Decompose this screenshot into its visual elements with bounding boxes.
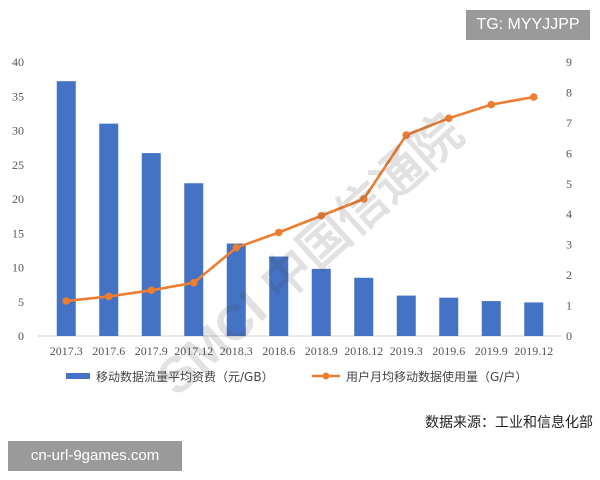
bar: [354, 277, 374, 336]
left-tick-label: 35: [12, 89, 24, 103]
line-point: [487, 100, 496, 109]
legend: 移动数据流量平均资费（元/GB） 用户月均移动数据使用量（G/户）: [66, 369, 527, 384]
left-tick-label: 0: [18, 329, 24, 343]
right-tick-label: 6: [566, 146, 572, 160]
x-tick-label: 2017.12: [174, 344, 213, 358]
left-tick-label: 10: [12, 261, 24, 275]
right-tick-label: 1: [566, 299, 572, 313]
x-tick-label: 2019.6: [432, 344, 465, 358]
right-tick-label: 3: [566, 238, 572, 252]
bar: [56, 81, 76, 337]
right-tick-label: 2: [566, 268, 572, 282]
line-point: [189, 278, 198, 287]
x-tick-label: 2019.3: [390, 344, 423, 358]
line-point: [402, 131, 411, 139]
left-tick-label: 25: [12, 158, 24, 172]
right-tick-label: 8: [566, 85, 572, 99]
channel-badge: TG: MYYJJPP: [466, 10, 590, 40]
line-point: [274, 228, 283, 237]
left-tick-label: 40: [12, 55, 24, 69]
line-point: [62, 297, 71, 305]
line-point: [104, 292, 113, 301]
line-point: [317, 211, 326, 220]
x-tick-label: 2018.6: [262, 344, 295, 358]
url-badge: cn-url-9games.com: [8, 441, 182, 471]
line-point: [232, 243, 241, 252]
legend-line-label: 用户月均移动数据使用量（G/户）: [346, 369, 527, 384]
bar: [141, 153, 161, 336]
bar: [481, 301, 501, 336]
x-tick-label: 2019.9: [475, 344, 508, 358]
left-tick-label: 20: [12, 192, 24, 206]
bar: [226, 243, 246, 336]
x-axis-ticks: 2017.3 2017.6 2017.9 2017.12 2018.3 2018.6 201…: [50, 344, 554, 358]
line-point: [359, 195, 368, 203]
x-tick-label: 2017.6: [92, 344, 125, 358]
right-tick-label: 0: [566, 329, 572, 343]
line-point: [147, 286, 156, 295]
bar: [184, 183, 204, 336]
bar: [99, 123, 119, 337]
x-tick-label: 2017.9: [135, 344, 168, 358]
left-tick-label: 30: [12, 124, 24, 138]
left-axis-ticks: 0 5 10 15 20 25 30 35 40: [12, 55, 24, 343]
line-series: [62, 93, 538, 305]
bar: [396, 295, 416, 336]
bar: [524, 302, 544, 336]
x-tick-label: 2018.12: [344, 344, 383, 358]
right-tick-label: 7: [566, 116, 572, 130]
right-tick-label: 4: [566, 207, 572, 221]
legend-bar-swatch: [66, 373, 90, 379]
bar: [269, 256, 289, 336]
x-tick-label: 2017.3: [50, 344, 83, 358]
left-tick-label: 5: [18, 295, 24, 309]
right-tick-label: 5: [566, 177, 572, 191]
x-tick-label: 2019.12: [514, 344, 553, 358]
x-tick-label: 2018.3: [220, 344, 253, 358]
source-note: 数据来源：工业和信息化部: [425, 414, 593, 431]
legend-bar-label: 移动数据流量平均资费（元/GB）: [96, 369, 274, 384]
right-axis-ticks: 0 1 2 3 4 5 6 7 8 9: [566, 55, 572, 343]
right-tick-label: 9: [566, 55, 572, 69]
bar: [439, 297, 459, 336]
left-tick-label: 15: [12, 226, 24, 240]
bar: [311, 268, 331, 336]
line-point: [529, 93, 538, 101]
legend-line-marker: [322, 372, 330, 380]
series-line: [66, 95, 534, 303]
line-point: [444, 114, 453, 123]
x-tick-label: 2018.9: [305, 344, 338, 358]
